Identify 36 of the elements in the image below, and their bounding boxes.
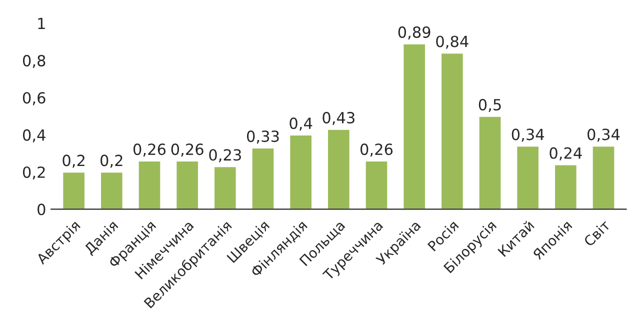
y-tick-label: 0,4 bbox=[22, 129, 46, 142]
bar bbox=[440, 52, 464, 210]
bar bbox=[516, 145, 540, 210]
data-label: 0,2 bbox=[100, 154, 122, 168]
bar bbox=[591, 145, 616, 210]
bar bbox=[554, 164, 578, 210]
data-label: 0,2 bbox=[62, 154, 84, 168]
y-tick-label: 0 bbox=[38, 204, 46, 216]
bar bbox=[326, 128, 351, 210]
data-label: 0,89 bbox=[398, 26, 430, 40]
data-label: 0,26 bbox=[360, 144, 393, 157]
y-tick-label: 0,8 bbox=[22, 54, 46, 68]
data-label: 0,26 bbox=[171, 144, 204, 157]
data-label: 0,34 bbox=[512, 128, 544, 142]
data-label: 0,5 bbox=[478, 98, 501, 112]
bar bbox=[478, 116, 502, 210]
bar bbox=[100, 171, 124, 210]
data-label: 0,34 bbox=[588, 128, 620, 142]
data-label: 0,4 bbox=[290, 118, 312, 131]
bar bbox=[402, 42, 426, 210]
data-label: 0,23 bbox=[209, 149, 241, 162]
y-tick-label: 0,6 bbox=[22, 92, 46, 106]
data-label: 0,43 bbox=[322, 112, 354, 126]
bar bbox=[288, 134, 313, 210]
data-label: 0,26 bbox=[133, 144, 166, 157]
bar bbox=[250, 147, 276, 210]
bar bbox=[364, 160, 389, 210]
data-label: 0,84 bbox=[436, 36, 468, 49]
data-label: 0,24 bbox=[550, 147, 582, 160]
y-tick-label: 0,2 bbox=[22, 166, 45, 180]
bar bbox=[213, 166, 238, 210]
bar bbox=[62, 171, 86, 210]
bar bbox=[137, 160, 162, 210]
y-tick-label: 1 bbox=[38, 18, 45, 30]
data-label: 0,33 bbox=[247, 130, 279, 144]
bar bbox=[175, 160, 200, 210]
